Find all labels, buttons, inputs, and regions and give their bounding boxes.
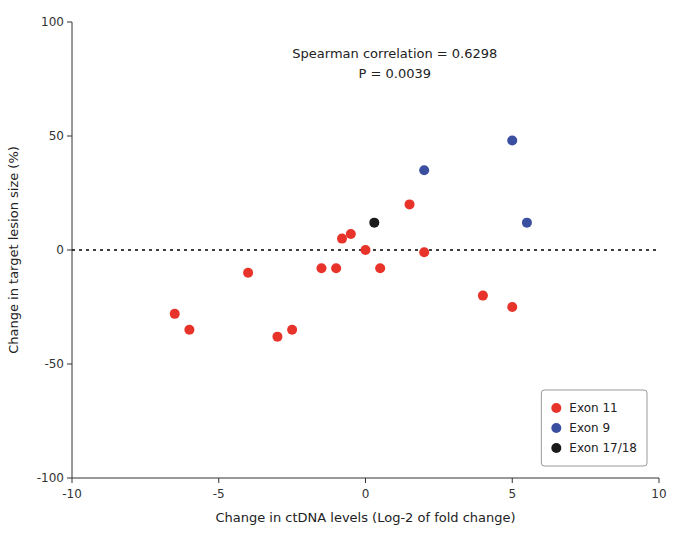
point xyxy=(184,325,194,335)
legend: Exon 11 Exon 9 Exon 17/18 xyxy=(541,390,647,466)
x-tick xyxy=(512,478,513,483)
point xyxy=(522,218,532,228)
y-tick-label: 50 xyxy=(49,129,64,143)
y-tick xyxy=(67,136,72,137)
point xyxy=(478,291,488,301)
background xyxy=(0,0,681,536)
chart-container: -10-50510-100-50050100Change in ctDNA le… xyxy=(0,0,681,536)
x-tick-label: 10 xyxy=(651,487,666,501)
chart: -10-50510-100-50050100Change in ctDNA le… xyxy=(0,0,681,536)
point xyxy=(369,218,379,228)
point xyxy=(419,165,429,175)
plot-area xyxy=(72,136,659,342)
series xyxy=(369,218,379,228)
annotation: Spearman correlation = 0.6298 xyxy=(292,46,497,61)
y-tick-label: -100 xyxy=(37,471,64,485)
point xyxy=(243,268,253,278)
annotation: P = 0.0039 xyxy=(359,66,431,81)
point xyxy=(316,263,326,273)
y-tick xyxy=(67,478,72,479)
y-tick-label: 100 xyxy=(41,15,64,29)
legend-label: Exon 17/18 xyxy=(569,441,637,455)
x-tick xyxy=(365,478,366,483)
x-tick xyxy=(218,478,219,483)
axes: -10-50510-100-50050100 xyxy=(37,15,667,501)
x-tick-label: 0 xyxy=(362,487,370,501)
point xyxy=(507,136,517,146)
y-tick-label: -50 xyxy=(44,357,64,371)
y-tick xyxy=(67,22,72,23)
point xyxy=(337,234,347,244)
legend-marker xyxy=(551,423,561,433)
y-tick xyxy=(67,250,72,251)
series xyxy=(419,136,532,228)
point xyxy=(419,247,429,257)
legend-marker xyxy=(551,443,561,453)
x-tick-label: -5 xyxy=(213,487,225,501)
x-tick xyxy=(659,478,660,483)
legend-marker xyxy=(551,403,561,413)
series xyxy=(170,199,518,341)
point xyxy=(170,309,180,319)
point xyxy=(361,245,371,255)
point xyxy=(331,263,341,273)
y-tick-label: 0 xyxy=(56,243,64,257)
point xyxy=(272,332,282,342)
x-tick-label: -10 xyxy=(62,487,82,501)
point xyxy=(507,302,517,312)
legend-label: Exon 9 xyxy=(569,421,610,435)
x-axis-label: Change in ctDNA levels (Log-2 of fold ch… xyxy=(215,510,515,525)
y-axis-label: Change in target lesion size (%) xyxy=(6,146,21,354)
legend-box xyxy=(541,390,647,466)
x-tick-label: 5 xyxy=(508,487,516,501)
point xyxy=(405,199,415,209)
point xyxy=(287,325,297,335)
point xyxy=(346,229,356,239)
point xyxy=(375,263,385,273)
legend-label: Exon 11 xyxy=(569,401,617,415)
x-tick xyxy=(72,478,73,483)
y-tick xyxy=(67,364,72,365)
